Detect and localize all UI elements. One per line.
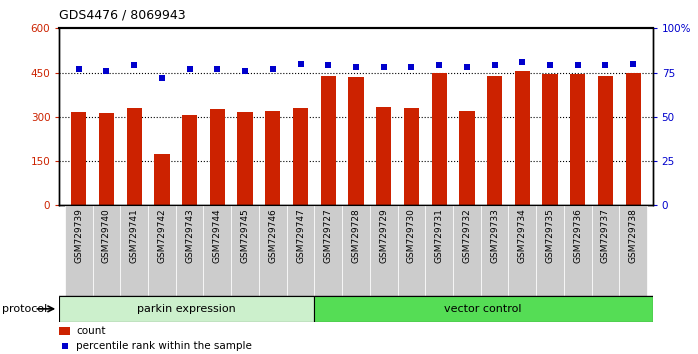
Bar bbox=[71, 113, 87, 205]
Point bbox=[156, 75, 168, 81]
Bar bbox=[182, 115, 198, 205]
Text: GSM729734: GSM729734 bbox=[518, 208, 527, 263]
Bar bbox=[459, 111, 475, 205]
Bar bbox=[320, 75, 336, 205]
Point bbox=[267, 66, 279, 72]
Point bbox=[184, 66, 195, 72]
Text: GSM729728: GSM729728 bbox=[352, 208, 360, 263]
Bar bbox=[425, 205, 453, 296]
Bar bbox=[481, 205, 508, 296]
Text: GSM729746: GSM729746 bbox=[268, 208, 277, 263]
Point bbox=[73, 66, 84, 72]
Bar bbox=[59, 327, 70, 335]
Point bbox=[378, 64, 389, 70]
Bar bbox=[542, 74, 558, 205]
Bar bbox=[514, 71, 530, 205]
Point bbox=[322, 63, 334, 68]
Bar bbox=[293, 108, 308, 205]
Bar bbox=[592, 205, 619, 296]
Bar bbox=[204, 205, 231, 296]
Point bbox=[572, 63, 584, 68]
Point bbox=[406, 64, 417, 70]
Bar bbox=[120, 205, 148, 296]
Bar bbox=[209, 109, 225, 205]
Text: GSM729727: GSM729727 bbox=[324, 208, 333, 263]
Point bbox=[628, 61, 639, 67]
Text: count: count bbox=[76, 326, 105, 336]
Text: GSM729731: GSM729731 bbox=[435, 208, 444, 263]
Bar bbox=[99, 113, 114, 205]
Bar bbox=[398, 205, 425, 296]
Text: protocol: protocol bbox=[2, 304, 47, 314]
Point bbox=[350, 64, 362, 70]
Bar bbox=[487, 75, 503, 205]
Bar bbox=[625, 73, 641, 205]
Text: parkin expression: parkin expression bbox=[137, 304, 236, 314]
Bar bbox=[231, 205, 259, 296]
Point bbox=[295, 61, 306, 67]
Bar bbox=[564, 205, 592, 296]
Point bbox=[433, 63, 445, 68]
Text: GSM729736: GSM729736 bbox=[573, 208, 582, 263]
Bar bbox=[287, 205, 314, 296]
Point bbox=[517, 59, 528, 65]
Text: GSM729733: GSM729733 bbox=[490, 208, 499, 263]
Bar bbox=[154, 154, 170, 205]
Text: GSM729730: GSM729730 bbox=[407, 208, 416, 263]
Text: GSM729740: GSM729740 bbox=[102, 208, 111, 263]
Bar bbox=[314, 205, 342, 296]
Point bbox=[211, 66, 223, 72]
Point bbox=[489, 63, 500, 68]
Bar bbox=[508, 205, 536, 296]
Bar bbox=[259, 205, 287, 296]
Bar bbox=[376, 107, 392, 205]
Text: GSM729742: GSM729742 bbox=[158, 208, 166, 263]
Bar bbox=[237, 113, 253, 205]
Bar bbox=[59, 296, 313, 322]
Point bbox=[101, 68, 112, 74]
Bar bbox=[536, 205, 564, 296]
Text: GSM729745: GSM729745 bbox=[241, 208, 250, 263]
Bar bbox=[619, 205, 647, 296]
Text: GSM729738: GSM729738 bbox=[629, 208, 638, 263]
Point bbox=[600, 63, 611, 68]
Point bbox=[59, 343, 70, 349]
Bar bbox=[453, 205, 481, 296]
Bar bbox=[404, 108, 419, 205]
Bar bbox=[176, 205, 204, 296]
Bar bbox=[570, 74, 586, 205]
Text: GSM729735: GSM729735 bbox=[546, 208, 554, 263]
Text: GDS4476 / 8069943: GDS4476 / 8069943 bbox=[59, 9, 186, 22]
Text: GSM729732: GSM729732 bbox=[462, 208, 471, 263]
Text: GSM729743: GSM729743 bbox=[185, 208, 194, 263]
Text: GSM729737: GSM729737 bbox=[601, 208, 610, 263]
Bar bbox=[342, 205, 370, 296]
Bar bbox=[65, 205, 93, 296]
Bar bbox=[348, 77, 364, 205]
Bar bbox=[370, 205, 398, 296]
Point bbox=[461, 64, 473, 70]
Text: GSM729744: GSM729744 bbox=[213, 208, 222, 263]
Bar bbox=[265, 111, 281, 205]
Text: GSM729741: GSM729741 bbox=[130, 208, 139, 263]
Point bbox=[128, 63, 140, 68]
Text: vector control: vector control bbox=[445, 304, 522, 314]
Point bbox=[239, 68, 251, 74]
Bar bbox=[126, 108, 142, 205]
Bar bbox=[431, 73, 447, 205]
Text: GSM729747: GSM729747 bbox=[296, 208, 305, 263]
Point bbox=[544, 63, 556, 68]
Bar bbox=[313, 296, 653, 322]
Bar bbox=[148, 205, 176, 296]
Text: percentile rank within the sample: percentile rank within the sample bbox=[76, 341, 252, 351]
Text: GSM729729: GSM729729 bbox=[379, 208, 388, 263]
Text: GSM729739: GSM729739 bbox=[74, 208, 83, 263]
Bar bbox=[598, 75, 613, 205]
Bar bbox=[93, 205, 120, 296]
